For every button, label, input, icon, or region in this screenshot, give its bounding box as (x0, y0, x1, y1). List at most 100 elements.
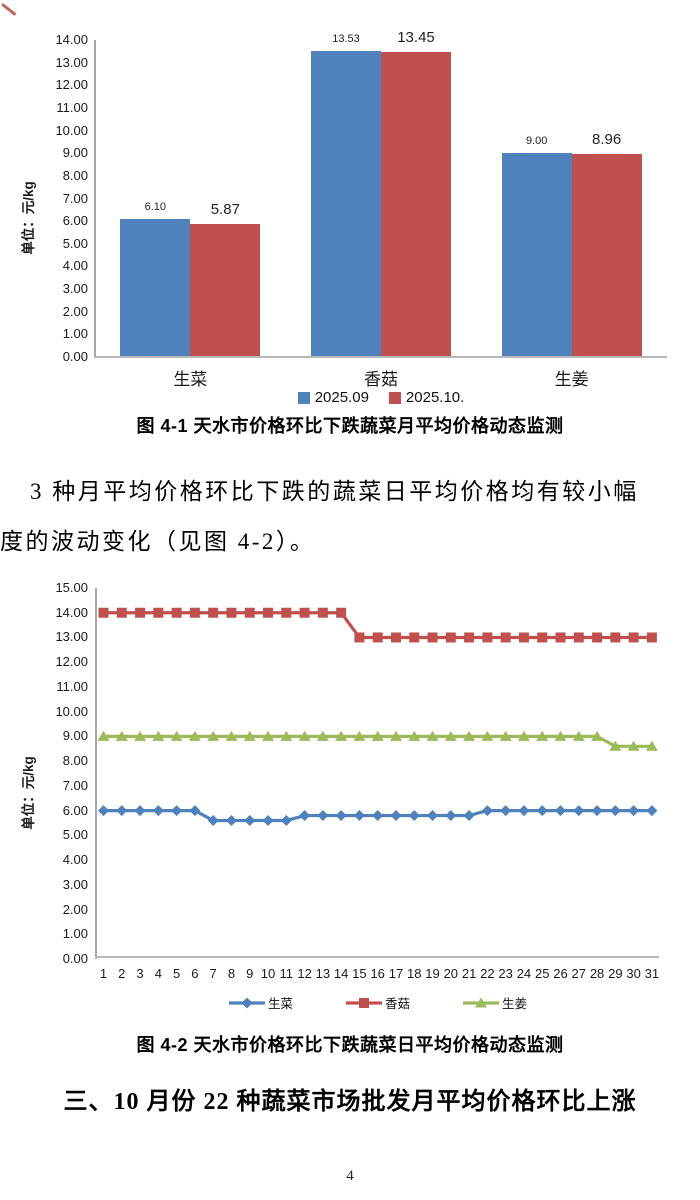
chart1-ytick: 8.00 (62, 167, 88, 183)
legend-swatch-icon (228, 997, 265, 1008)
diamond-marker-icon (152, 805, 164, 817)
square-marker-icon (500, 632, 511, 643)
chart2-xtick: 2 (118, 966, 126, 981)
diamond-marker-icon (335, 810, 347, 822)
triangle-marker-icon (572, 730, 585, 741)
triangle-marker-icon (536, 730, 549, 741)
bar-value-label: 13.45 (397, 29, 435, 47)
diamond-marker-icon (445, 810, 457, 822)
chart2-xtick: 4 (154, 966, 162, 981)
chart2-xtick: 29 (608, 966, 623, 981)
diamond-marker-icon (591, 805, 603, 817)
bar-value-label: 9.00 (525, 135, 548, 148)
bar-value-label: 5.87 (210, 201, 240, 219)
square-marker-icon (555, 632, 566, 643)
triangle-marker-icon (517, 730, 530, 741)
triangle-marker-icon (262, 730, 275, 741)
square-marker-icon (482, 632, 493, 643)
triangle-marker-icon (554, 730, 567, 741)
chart2-ytick: 8.00 (62, 753, 88, 769)
square-marker-icon (354, 632, 365, 643)
figure-4-1-caption: 图 4-1 天水市价格环比下跌蔬菜月平均价格动态监测 (136, 416, 564, 436)
triangle-marker-icon (408, 730, 421, 741)
triangle-marker-icon (152, 730, 165, 741)
square-marker-icon (153, 607, 164, 618)
chart2-ytick: 7.00 (62, 777, 88, 793)
series-line-香菇 (103, 611, 652, 640)
chart2-ytick: 15.00 (55, 580, 88, 595)
diamond-marker-icon (481, 805, 493, 817)
diamond-marker-icon (555, 805, 566, 817)
chart2-ytick: 5.00 (62, 827, 88, 843)
chart2-legend: 生菜 香菇 生姜 (95, 993, 660, 1012)
diamond-marker-icon (500, 805, 512, 817)
bar-2025.09-生菜 (120, 218, 191, 357)
diamond-marker-icon (116, 805, 128, 817)
chart2-xtick: 23 (498, 966, 513, 981)
square-marker-icon (208, 607, 219, 618)
legend-swatch-icon (463, 997, 499, 1007)
square-marker-icon (573, 632, 584, 643)
triangle-marker-icon (481, 730, 494, 741)
triangle-marker-icon (475, 997, 487, 1007)
diamond-marker-icon (171, 805, 183, 817)
triangle-marker-icon (389, 730, 402, 741)
chart2-xtick: 25 (534, 966, 550, 981)
triangle-marker-icon (170, 730, 183, 741)
bar-value-label: 6.10 (144, 200, 167, 213)
chart2-xtick: 30 (626, 966, 641, 981)
chart1-ytick: 6.00 (62, 213, 88, 229)
square-marker-icon (390, 632, 401, 643)
bar-value-label: 13.53 (332, 32, 360, 45)
triangle-marker-icon (609, 740, 622, 751)
triangle-marker-icon (115, 730, 128, 741)
chart2-xtick: 9 (246, 966, 254, 981)
legend-label: 香菇 (384, 997, 410, 1011)
diamond-marker-icon (134, 805, 146, 817)
square-marker-icon (171, 607, 182, 618)
page-number: 4 (346, 1168, 354, 1184)
section-heading: 三、10 月份 22 种蔬菜市场批发月平均价格环比上涨 (63, 1089, 637, 1115)
chart1-ytick: 2.00 (62, 303, 88, 319)
bar-2025.10.-生菜 (190, 224, 261, 357)
bar-2025.09-香菇 (311, 50, 381, 357)
bar-2025.10.-生姜 (571, 154, 642, 357)
chart1-ytick: 10.00 (55, 122, 88, 138)
diamond-marker-icon (189, 805, 201, 817)
square-marker-icon (372, 632, 383, 643)
diamond-marker-icon (299, 810, 311, 822)
square-marker-icon (518, 632, 529, 643)
chart2-ytick: 0.00 (62, 951, 88, 966)
chart2-xtick: 3 (136, 966, 144, 981)
chart2-ytick: 11.00 (56, 678, 88, 694)
chart1-ytick: 13.00 (55, 54, 88, 70)
bar-2025.09-生姜 (501, 153, 572, 357)
triangle-marker-icon (426, 730, 439, 741)
paragraph-line-1: 3 种月平均价格环比下跌的蔬菜日平均价格均有较小幅 (30, 479, 639, 504)
triangle-marker-icon (591, 730, 604, 741)
diamond-marker-icon (427, 810, 439, 822)
chart1-ytick: 9.00 (62, 145, 88, 161)
triangle-marker-icon (134, 730, 147, 741)
chart2-xtick: 10 (260, 966, 276, 981)
paragraph-line-2: 度的波动变化（见图 4-2）。 (0, 529, 316, 554)
chart2-legend-item: 香菇 (345, 993, 410, 1012)
chart2-xtick: 15 (352, 966, 367, 981)
square-marker-icon (409, 632, 420, 643)
chart1-ytick: 11.00 (56, 99, 88, 115)
chart1-legend-item: 2025.09 (297, 389, 369, 406)
bar-value-label: 8.96 (592, 131, 622, 149)
diamond-marker-icon (280, 814, 292, 826)
square-marker-icon (646, 632, 657, 643)
square-marker-icon (445, 632, 456, 643)
chart2-legend-item: 生姜 (462, 993, 527, 1012)
chart2-xtick: 1 (99, 966, 108, 981)
diamond-marker-icon (244, 814, 256, 826)
chart2-legend-item: 生菜 (228, 993, 293, 1012)
square-marker-icon (263, 607, 274, 618)
chart2-xtick: 24 (516, 966, 532, 981)
legend-label: 2025.09 (314, 389, 369, 406)
chart2-xtick: 22 (480, 966, 495, 981)
diamond-marker-icon (408, 810, 420, 822)
chart2-ytick: 2.00 (62, 901, 88, 917)
